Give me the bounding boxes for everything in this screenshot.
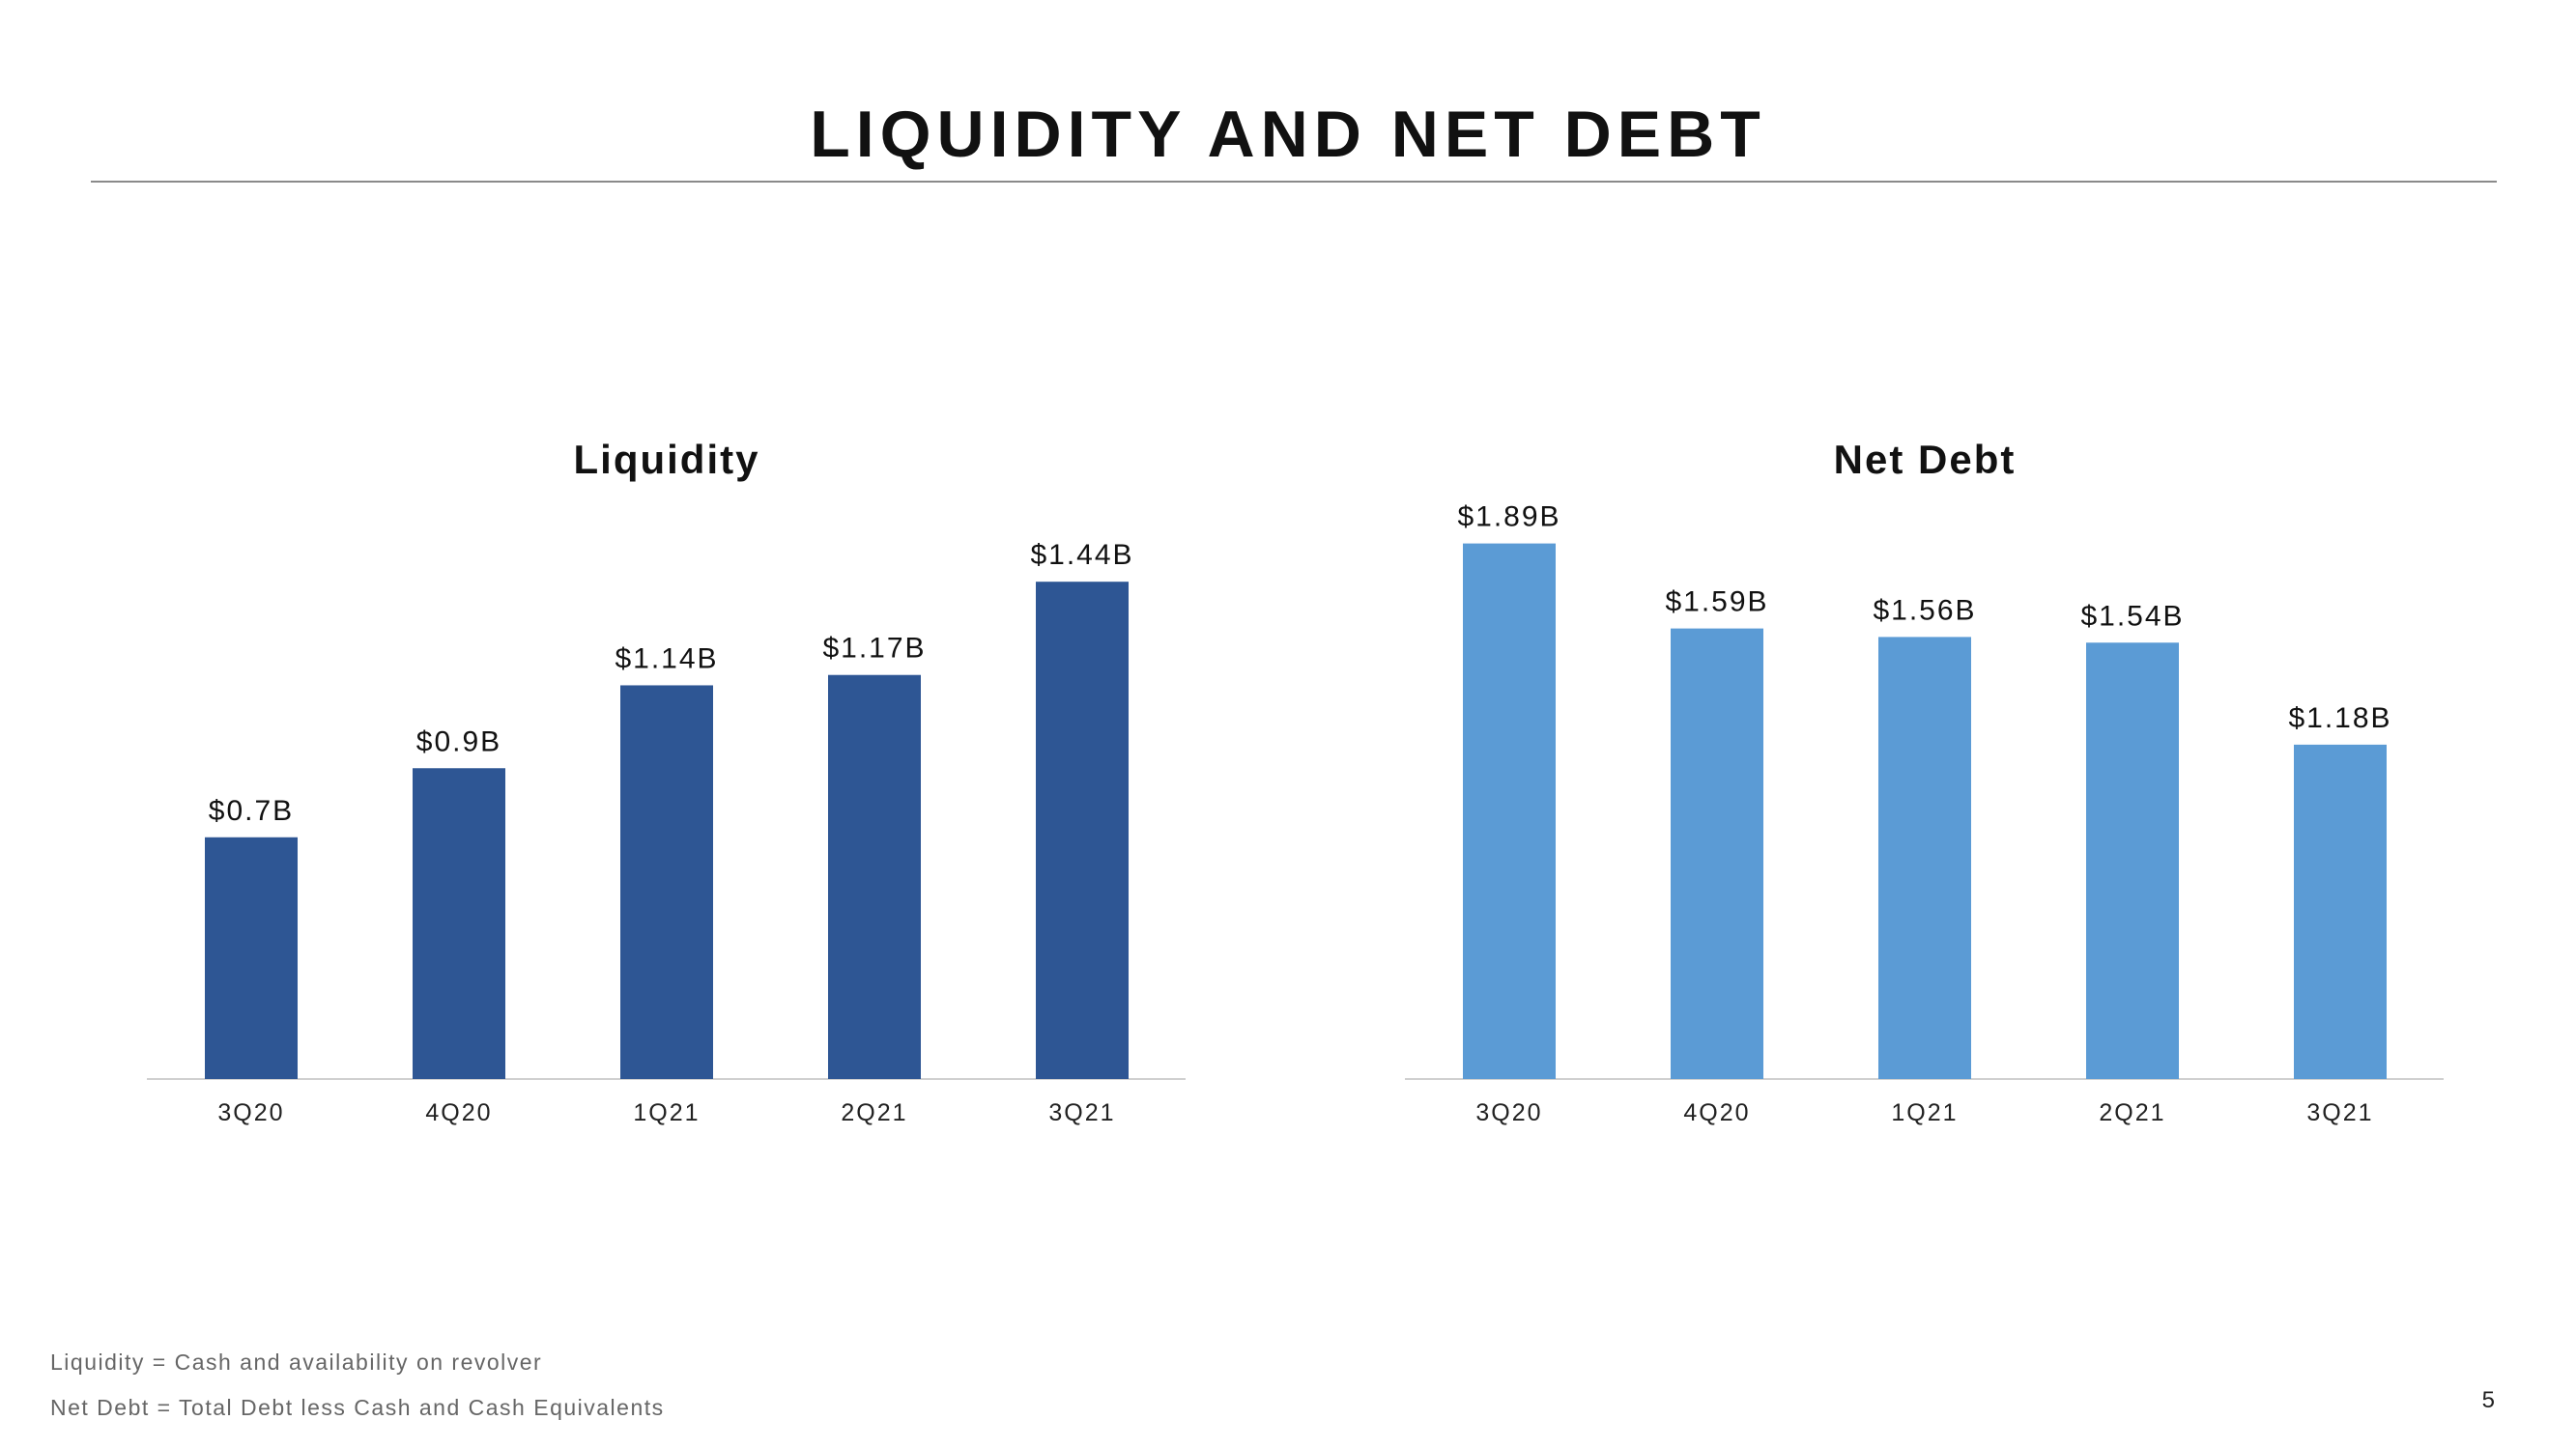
net-debt-chart: Net Debt $1.89B 3Q20 $1.59B 4Q20 $1.56B 1Q21 $… [1403, 0, 2447, 1449]
liquidity-tick-label: 3Q21 [1048, 1099, 1115, 1126]
liquidity-tick-label: 3Q20 [217, 1099, 284, 1126]
liquidity-chart-svg: $0.7B 3Q20 $0.9B 4Q20 $1.14B 1Q21 $1.17B 2Q21 $1… [147, 539, 1186, 1126]
net-debt-data-label: $1.89B [1457, 501, 1560, 533]
liquidity-data-label: $1.14B [615, 642, 718, 674]
liquidity-data-label: $0.7B [209, 795, 294, 827]
title-rule [91, 181, 2497, 183]
net-debt-data-label: $1.59B [1665, 586, 1768, 618]
footnote-net-debt: Net Debt = Total Debt less Cash and Cash… [50, 1395, 665, 1420]
net-debt-chart-title: Net Debt [1833, 437, 2017, 482]
liquidity-data-label: $1.17B [822, 633, 926, 665]
net-debt-tick-label: 3Q20 [1475, 1099, 1542, 1126]
net-debt-tick-label: 2Q21 [2099, 1099, 2165, 1126]
page-number: 5 [2481, 1387, 2495, 1413]
liquidity-data-label: $0.9B [416, 725, 501, 757]
net-debt-data-label: $1.54B [2080, 600, 2184, 632]
liquidity-tick-label: 2Q21 [841, 1099, 907, 1126]
liquidity-bar-4q20 [413, 768, 505, 1079]
liquidity-chart-title: Liquidity [573, 437, 760, 482]
net-debt-bar-2q21 [2086, 642, 2179, 1079]
net-debt-tick-label: 4Q20 [1683, 1099, 1750, 1126]
liquidity-bar-2q21 [828, 674, 921, 1079]
net-debt-chart-svg: $1.89B 3Q20 $1.59B 4Q20 $1.56B 1Q21 $1.54B 2Q21… [1405, 501, 2444, 1126]
net-debt-bar-3q20 [1463, 543, 1556, 1079]
liquidity-bar-1q21 [620, 685, 713, 1079]
net-debt-bar-4q20 [1671, 628, 1763, 1079]
net-debt-tick-label: 1Q21 [1891, 1099, 1958, 1126]
net-debt-bar-3q21 [2294, 744, 2387, 1079]
liquidity-chart: Liquidity $0.7B 3Q20 $0.9B 4Q20 $1.14B 1Q21 $1… [145, 0, 1188, 1449]
slide-title: LIQUIDITY AND NET DEBT [810, 98, 1766, 171]
net-debt-data-label: $1.56B [1873, 594, 1976, 626]
liquidity-data-label: $1.44B [1030, 539, 1133, 571]
footnote-liquidity: Liquidity = Cash and availability on rev… [50, 1350, 543, 1375]
net-debt-bar-1q21 [1878, 637, 1971, 1079]
liquidity-bar-3q20 [205, 837, 298, 1079]
net-debt-data-label: $1.18B [2288, 702, 2391, 734]
net-debt-tick-label: 3Q21 [2306, 1099, 2373, 1126]
liquidity-tick-label: 4Q20 [425, 1099, 492, 1126]
liquidity-tick-label: 1Q21 [633, 1099, 700, 1126]
liquidity-bar-3q21 [1036, 582, 1129, 1079]
